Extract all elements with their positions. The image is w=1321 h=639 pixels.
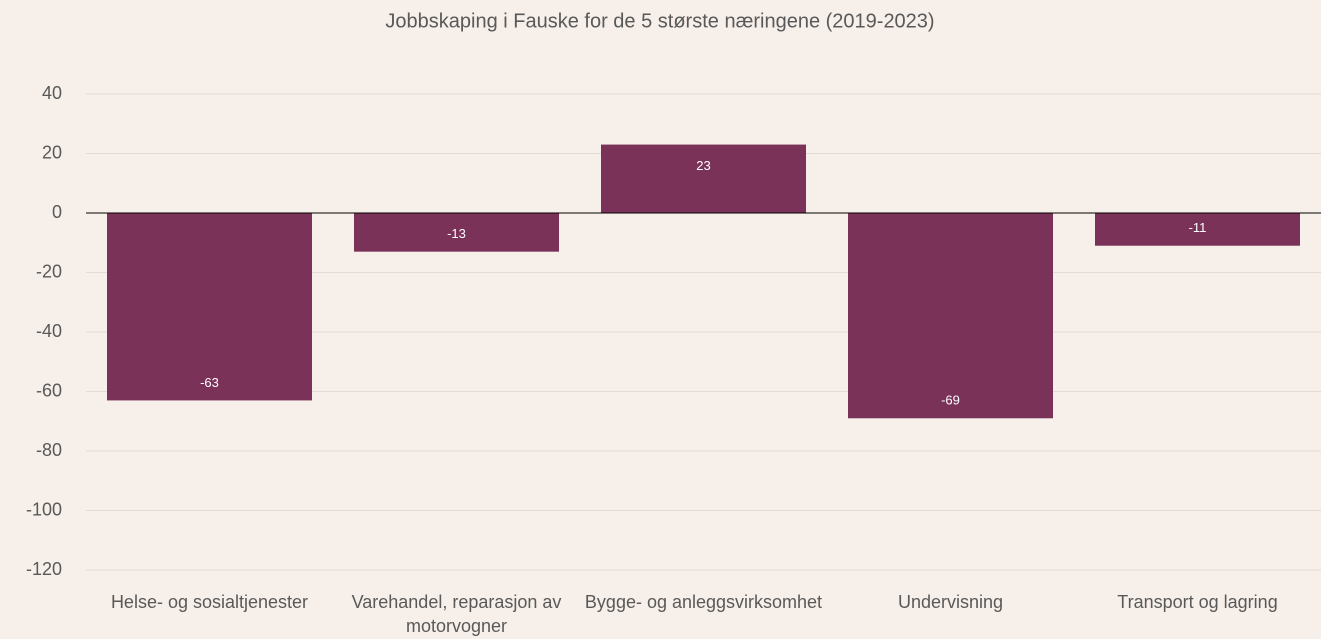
bar (600, 144, 807, 213)
data-label: -13 (447, 226, 466, 241)
bar (1094, 213, 1301, 246)
y-tick-label: -40 (36, 321, 62, 341)
y-tick-label: -100 (26, 499, 62, 519)
data-label: -63 (200, 375, 219, 390)
y-tick-label: 0 (52, 202, 62, 222)
chart-title: Jobbskaping i Fauske for de 5 største næ… (385, 10, 934, 32)
data-label: -69 (941, 393, 960, 408)
y-tick-label: 40 (42, 83, 62, 103)
bar (106, 213, 313, 401)
y-tick-label: -80 (36, 440, 62, 460)
y-tick-label: -120 (26, 559, 62, 579)
data-label: 23 (696, 158, 710, 173)
data-label: -11 (1189, 220, 1207, 235)
y-tick-label: 20 (42, 142, 62, 162)
x-tick-label: Transport og lagring (1117, 592, 1278, 612)
x-tick-label: Undervisning (897, 592, 1004, 612)
y-tick-label: -60 (36, 380, 62, 400)
x-tick-label: Bygge- og anleggsvirksomhet (584, 592, 823, 612)
y-tick-label: -20 (36, 261, 62, 281)
bar (353, 213, 560, 252)
x-tick-label: Helse- og sosialtjenester (110, 592, 309, 612)
bar (847, 213, 1054, 419)
x-tick-label: Varehandel, reparasjon av motorvogner (351, 592, 562, 636)
